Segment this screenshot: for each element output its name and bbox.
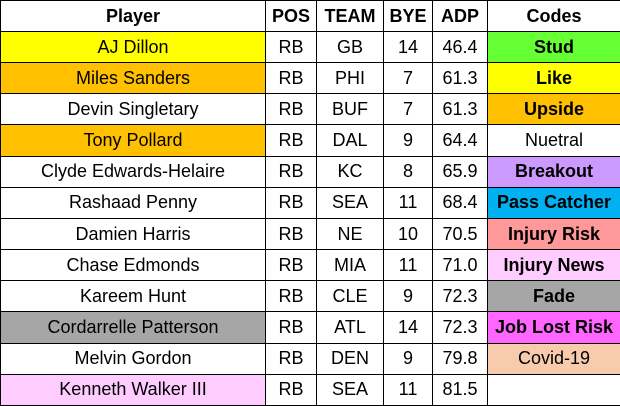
adp-cell: 68.4: [432, 186, 488, 219]
code-cell: Stud: [487, 30, 620, 64]
player-cell: Tony Pollard: [0, 124, 266, 157]
adp-cell: 72.3: [432, 280, 488, 313]
player-cell: AJ Dillon: [0, 30, 266, 64]
pos-cell: RB: [265, 342, 317, 375]
player-cell: Melvin Gordon: [0, 342, 266, 375]
player-cell: Damien Harris: [0, 217, 266, 251]
pos-cell: RB: [265, 124, 317, 157]
pos-cell: RB: [265, 30, 317, 64]
pos-cell: RB: [265, 249, 317, 282]
header-cell: Codes: [487, 0, 620, 32]
header-row: Player POS TEAM BYE ADP Codes: [0, 0, 620, 32]
code-cell: Breakout: [487, 155, 620, 188]
pos-cell: RB: [265, 93, 317, 126]
header-cell: Player: [0, 0, 266, 32]
player-row: Rashaad Penny RB SEA 11 68.4 Pass Catcher: [0, 186, 620, 219]
team-cell: DAL: [316, 124, 384, 157]
team-cell: PHI: [316, 62, 384, 95]
bye-cell: 11: [383, 249, 433, 282]
pos-cell: RB: [265, 62, 317, 95]
adp-cell: 46.4: [432, 30, 488, 64]
player-cell: Rashaad Penny: [0, 186, 266, 219]
bye-cell: 7: [383, 62, 433, 95]
player-row: Chase Edmonds RB MIA 11 71.0 Injury News: [0, 249, 620, 282]
bye-cell: 9: [383, 280, 433, 313]
player-cell: Clyde Edwards-Helaire: [0, 155, 266, 188]
code-cell: Injury Risk: [487, 217, 620, 251]
header-cell: ADP: [432, 0, 488, 32]
pos-cell: RB: [265, 280, 317, 313]
player-cell: Chase Edmonds: [0, 249, 266, 282]
bye-cell: 10: [383, 217, 433, 251]
team-cell: GB: [316, 30, 384, 64]
team-cell: CLE: [316, 280, 384, 313]
player-cell: Miles Sanders: [0, 62, 266, 95]
player-row: AJ Dillon RB GB 14 46.4 Stud: [0, 30, 620, 64]
team-cell: SEA: [316, 373, 384, 406]
table-body: AJ Dillon RB GB 14 46.4 Stud Miles Sanders RB PH…: [0, 30, 620, 406]
player-row: Cordarrelle Patterson RB ATL 14 72.3 Job Lost…: [0, 311, 620, 344]
adp-cell: 72.3: [432, 311, 488, 344]
bye-cell: 14: [383, 30, 433, 64]
bye-cell: 9: [383, 124, 433, 157]
bye-cell: 7: [383, 93, 433, 126]
player-cell: Kareem Hunt: [0, 280, 266, 313]
adp-cell: 81.5: [432, 373, 488, 406]
code-cell: Injury News: [487, 249, 620, 282]
pos-cell: RB: [265, 311, 317, 344]
bye-cell: 11: [383, 373, 433, 406]
player-row: Kenneth Walker III RB SEA 11 81.5: [0, 373, 620, 406]
header-cell: BYE: [383, 0, 433, 32]
team-cell: DEN: [316, 342, 384, 375]
team-cell: SEA: [316, 186, 384, 219]
adp-cell: 61.3: [432, 93, 488, 126]
bye-cell: 11: [383, 186, 433, 219]
player-row: Devin Singletary RB BUF 7 61.3 Upside: [0, 93, 620, 126]
code-cell: Covid-19: [487, 342, 620, 375]
code-cell: Like: [487, 62, 620, 95]
code-cell: Pass Catcher: [487, 186, 620, 219]
bye-cell: 8: [383, 155, 433, 188]
pos-cell: RB: [265, 186, 317, 219]
code-cell: Upside: [487, 93, 620, 126]
bye-cell: 14: [383, 311, 433, 344]
player-row: Miles Sanders RB PHI 7 61.3 Like: [0, 62, 620, 95]
team-cell: KC: [316, 155, 384, 188]
adp-cell: 71.0: [432, 249, 488, 282]
code-cell: [487, 373, 620, 406]
player-cell: Cordarrelle Patterson: [0, 311, 266, 344]
player-cell: Kenneth Walker III: [0, 373, 266, 406]
player-row: Tony Pollard RB DAL 9 64.4 Nuetral: [0, 124, 620, 157]
bye-cell: 9: [383, 342, 433, 375]
player-cell: Devin Singletary: [0, 93, 266, 126]
pos-cell: RB: [265, 155, 317, 188]
pos-cell: RB: [265, 217, 317, 251]
player-row: Clyde Edwards-Helaire RB KC 8 65.9 Breakout: [0, 155, 620, 188]
player-row: Kareem Hunt RB CLE 9 72.3 Fade: [0, 280, 620, 313]
adp-cell: 65.9: [432, 155, 488, 188]
team-cell: ATL: [316, 311, 384, 344]
team-cell: NE: [316, 217, 384, 251]
team-cell: BUF: [316, 93, 384, 126]
pos-cell: RB: [265, 373, 317, 406]
header-cell: POS: [265, 0, 317, 32]
header-cell: TEAM: [316, 0, 384, 32]
player-row: Damien Harris RB NE 10 70.5 Injury Risk: [0, 217, 620, 251]
adp-cell: 64.4: [432, 124, 488, 157]
code-cell: Job Lost Risk: [487, 311, 620, 344]
code-cell: Nuetral: [487, 124, 620, 157]
code-cell: Fade: [487, 280, 620, 313]
player-row: Melvin Gordon RB DEN 9 79.8 Covid-19: [0, 342, 620, 375]
adp-cell: 70.5: [432, 217, 488, 251]
adp-cell: 79.8: [432, 342, 488, 375]
team-cell: MIA: [316, 249, 384, 282]
adp-cell: 61.3: [432, 62, 488, 95]
